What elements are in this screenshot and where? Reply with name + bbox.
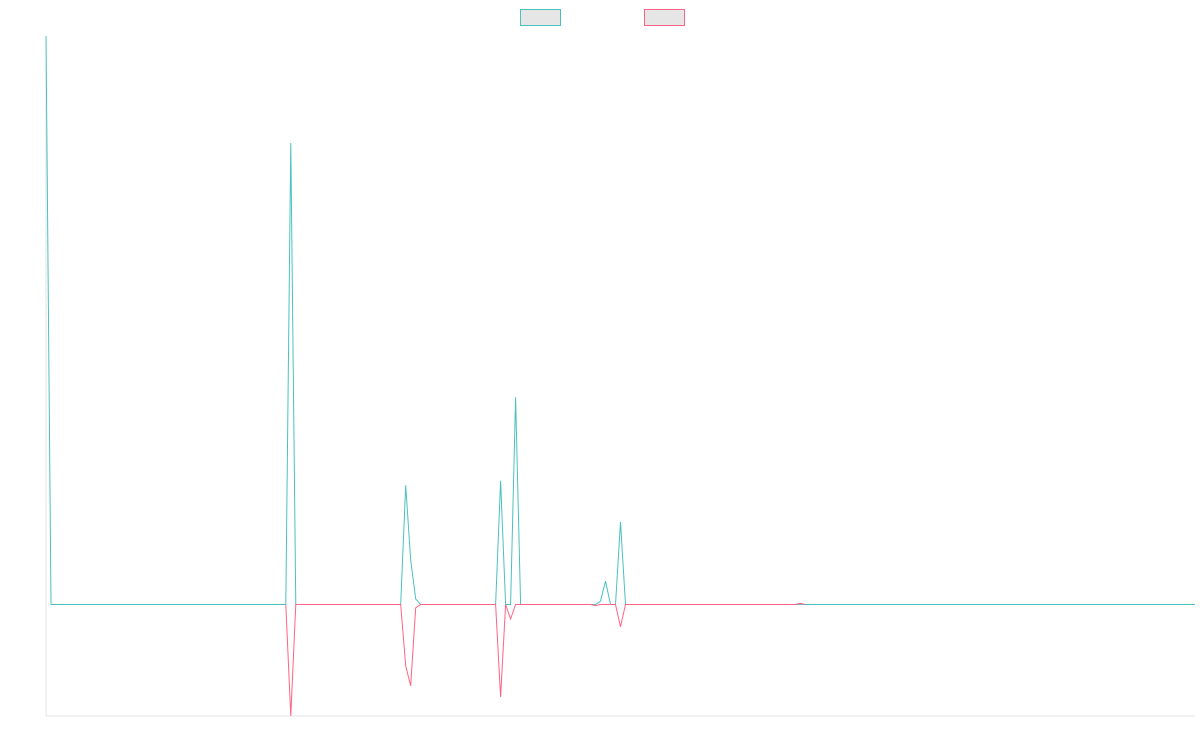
legend — [520, 9, 685, 26]
legend-swatch-1[interactable] — [520, 9, 561, 26]
series-line-2 — [285, 602, 806, 717]
legend-swatch-2[interactable] — [644, 9, 685, 26]
series-line-1 — [45, 35, 1195, 606]
axes — [45, 36, 1195, 717]
series-layer — [45, 35, 1195, 717]
